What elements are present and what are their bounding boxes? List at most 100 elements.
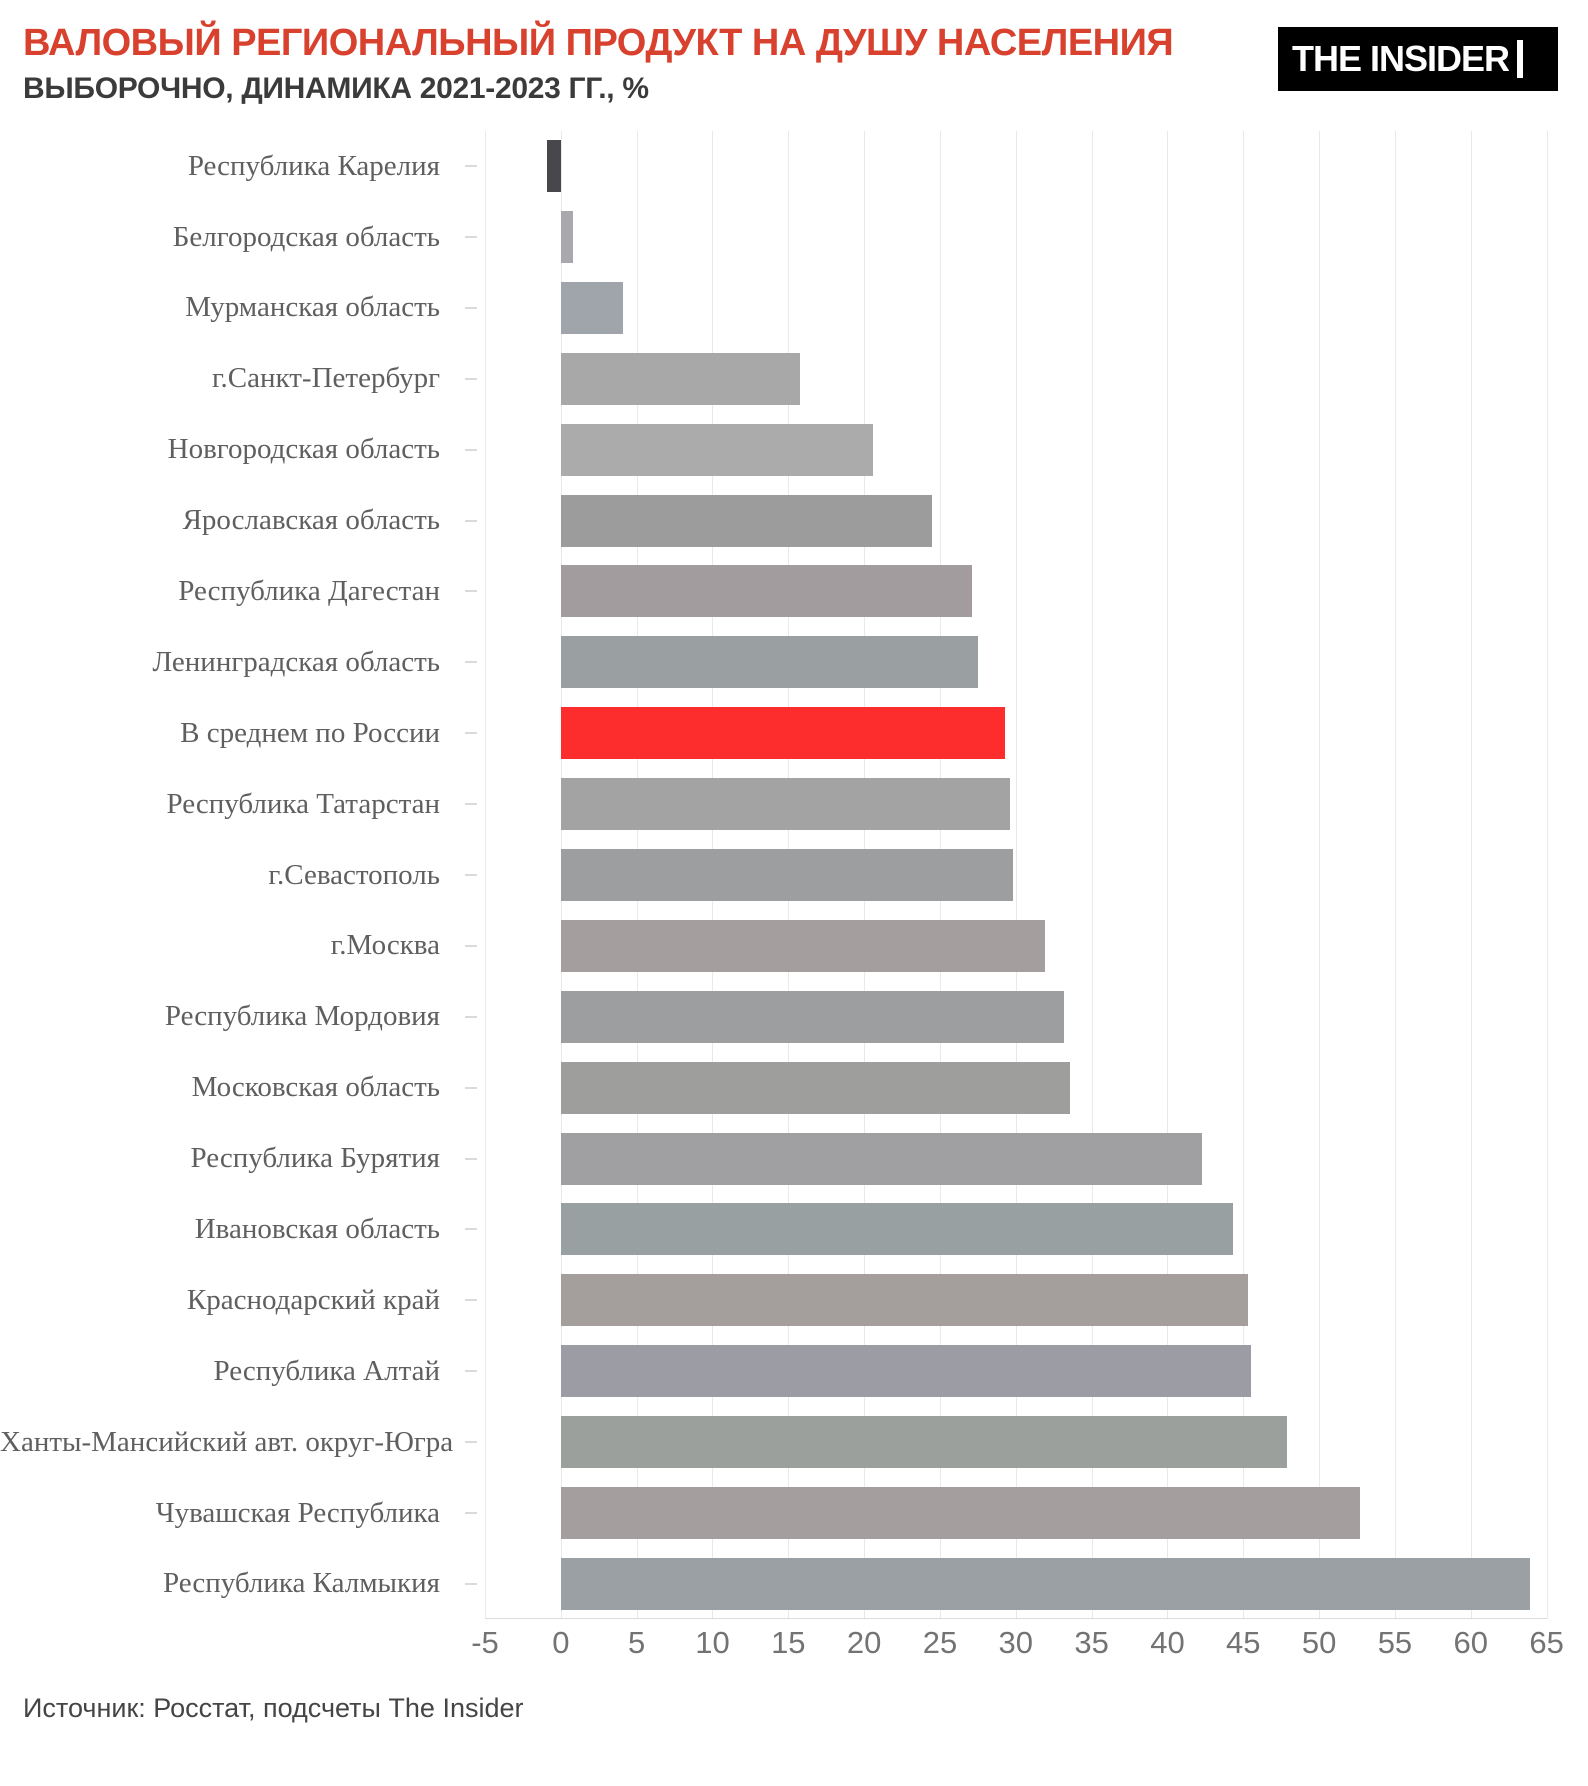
source-note: Источник: Росстат, подсчеты The Insider (23, 1693, 524, 1724)
logo-cursor-bar (1517, 40, 1524, 78)
x-axis: -5 0 5 10 15 20 25 30 35 40 45 50 55 60 65 (440, 1619, 1570, 1665)
bar-track (440, 343, 1570, 414)
bar (560, 849, 1013, 902)
header: ВАЛОВЫЙ РЕГИОНАЛЬНЫЙ ПРОДУКТ НА ДУШУ НАС… (0, 22, 1588, 105)
bar-chart: Республика Карелия Белгородская область Му… (0, 130, 1588, 1620)
bar-track (440, 131, 1570, 202)
x-tick-label: 60 (1453, 1625, 1489, 1661)
category-label: Республика Татарстан (166, 787, 440, 820)
bar-track (440, 698, 1570, 769)
x-tick-label: 35 (1074, 1625, 1109, 1661)
category-label: Краснодарский край (186, 1283, 440, 1316)
bar (560, 1345, 1251, 1398)
x-tick-label: 0 (552, 1625, 570, 1661)
x-tick-label: 15 (771, 1625, 806, 1661)
category-label: Ленинградская область (152, 645, 440, 678)
chart-row: Новгородская область (0, 414, 1588, 485)
category-label: Московская область (191, 1071, 440, 1104)
bar (560, 565, 972, 618)
bar (560, 281, 623, 334)
bar-track (440, 1407, 1570, 1478)
x-tick-label: 10 (695, 1625, 730, 1661)
bar-track (440, 414, 1570, 485)
category-label: Республика Карелия (187, 149, 440, 182)
chart-row: Республика Карелия (0, 131, 1588, 202)
category-label: Республика Алтай (213, 1354, 440, 1387)
chart-row: Белгородская область (0, 202, 1588, 273)
chart-row: Ярославская область (0, 485, 1588, 556)
bar (560, 1132, 1203, 1185)
x-tick-label: 40 (1150, 1625, 1185, 1661)
bar-track (440, 1265, 1570, 1336)
chart-row: г.Москва (0, 910, 1588, 981)
bar (560, 778, 1010, 831)
chart-row: Ивановская область (0, 1194, 1588, 1265)
x-tick-label: 50 (1301, 1625, 1337, 1661)
category-tick (464, 165, 478, 168)
category-tick (464, 1441, 478, 1444)
bar (560, 211, 573, 264)
bar-track (440, 1052, 1570, 1123)
logo-text: THE INSIDER (1292, 38, 1510, 79)
category-tick (464, 1299, 478, 1302)
bar-track (440, 981, 1570, 1052)
bar-track (440, 272, 1570, 343)
bar-track (440, 769, 1570, 840)
category-tick (464, 1512, 478, 1515)
category-tick (464, 590, 478, 593)
category-tick (464, 377, 478, 380)
category-label: Ярославская область (182, 504, 440, 537)
chart-row: Республика Калмыкия (0, 1549, 1588, 1620)
category-tick (464, 732, 478, 735)
x-tick-label: 5 (628, 1625, 646, 1661)
bar (560, 1061, 1071, 1114)
chart-row: Краснодарский край (0, 1265, 1588, 1336)
category-tick (464, 448, 478, 451)
bar-track (440, 1549, 1570, 1620)
category-tick (464, 944, 478, 947)
bar-track (440, 1336, 1570, 1407)
bar-track (440, 556, 1570, 627)
category-tick (464, 1228, 478, 1231)
category-tick (464, 803, 478, 806)
chart-row: Ленинградская область (0, 627, 1588, 698)
chart-row: В среднем по России (0, 698, 1588, 769)
bar (560, 423, 874, 476)
category-label: г.Севастополь (268, 858, 440, 891)
category-tick (464, 519, 478, 522)
bar-track (440, 910, 1570, 981)
category-label: Республика Бурятия (190, 1142, 440, 1175)
bar-track (440, 840, 1570, 911)
bar-track (440, 1194, 1570, 1265)
x-tick-label: 45 (1226, 1625, 1261, 1661)
chart-row: Мурманская область (0, 272, 1588, 343)
category-label: Республика Мордовия (164, 1000, 440, 1033)
chart-row: г.Санкт-Петербург (0, 343, 1588, 414)
category-tick (464, 1370, 478, 1373)
category-tick (464, 1582, 478, 1585)
x-tick-label: 65 (1529, 1625, 1564, 1661)
x-tick-label: -5 (471, 1625, 499, 1661)
chart-row: Республика Татарстан (0, 769, 1588, 840)
bar-track (440, 202, 1570, 273)
category-tick (464, 661, 478, 664)
chart-row: Республика Дагестан (0, 556, 1588, 627)
bar (560, 1557, 1530, 1610)
bar (560, 919, 1045, 972)
category-tick (464, 874, 478, 877)
chart-title: ВАЛОВЫЙ РЕГИОНАЛЬНЫЙ ПРОДУКТ НА ДУШУ НАС… (23, 22, 1174, 64)
header-titles: ВАЛОВЫЙ РЕГИОНАЛЬНЫЙ ПРОДУКТ НА ДУШУ НАС… (23, 22, 1174, 105)
bar (560, 1203, 1233, 1256)
category-label: Ивановская область (194, 1212, 440, 1245)
chart-row: г.Севастополь (0, 840, 1588, 911)
bar (560, 1416, 1288, 1469)
x-tick-label: 20 (846, 1625, 882, 1661)
chart-row: Ханты-Мансийский авт. округ-Югра (0, 1407, 1588, 1478)
chart-rows: Республика Карелия Белгородская область Му… (0, 131, 1588, 1620)
category-tick (464, 236, 478, 239)
bar (560, 352, 801, 405)
chart-row: Московская область (0, 1052, 1588, 1123)
chart-row: Республика Бурятия (0, 1123, 1588, 1194)
bar-track (440, 1123, 1570, 1194)
